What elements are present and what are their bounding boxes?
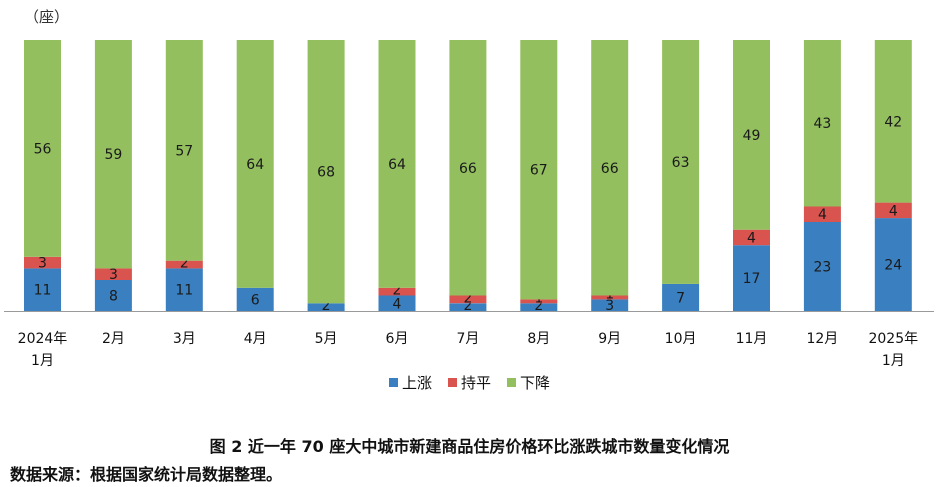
bar-segment-1-12	[874, 202, 912, 219]
data-label-2-4: 68	[317, 165, 335, 181]
x-tick-label-8: 9月	[598, 331, 621, 347]
bar-segment-0-2	[165, 268, 203, 311]
data-label-0-10: 17	[743, 271, 761, 287]
bars-layer: 1135683591125760642068426422662167316670…	[24, 40, 912, 314]
legend: 上涨 持平 下降	[389, 374, 550, 392]
data-label-1-5: 2	[393, 283, 402, 299]
bar-segment-2-5	[378, 40, 416, 288]
data-label-1-6: 2	[463, 290, 472, 306]
data-label-0-8: 3	[605, 298, 614, 314]
data-label-0-3: 6	[251, 292, 260, 308]
y-axis-label: （座）	[24, 8, 69, 26]
bar-segment-0-0	[24, 268, 61, 311]
data-label-0-5: 4	[393, 296, 402, 312]
data-label-2-10: 49	[743, 128, 761, 144]
data-label-2-12: 42	[884, 114, 902, 130]
x-tick-label-2: 3月	[173, 331, 196, 347]
bar-segment-0-6	[449, 303, 487, 311]
bar-segment-1-5	[378, 287, 416, 296]
bar-segment-0-9	[662, 283, 700, 311]
data-label-1-10: 4	[747, 230, 756, 246]
data-label-1-1: 3	[109, 267, 118, 283]
data-source: 数据来源：根据国家统计局数据整理。	[10, 465, 283, 484]
x-tick-labels: 2024年 1月 2月 3月 4月 5月 6月 7月 8月 9月 10月 11月 12月 2025年 1月	[18, 331, 918, 369]
figure-caption: 图 2 近一年 70 座大中城市新建商品住房价格环比涨跌城市数量变化情况	[209, 437, 730, 456]
data-label-0-12: 24	[884, 258, 902, 274]
bar-segment-2-3	[236, 40, 274, 288]
bar-segment-1-6	[449, 295, 487, 304]
bar-segment-2-1	[94, 40, 132, 269]
data-label-1-11: 4	[818, 207, 827, 223]
data-label-2-8: 66	[601, 161, 619, 177]
bar-segment-2-11	[803, 40, 841, 207]
bar-segment-2-12	[874, 40, 912, 203]
legend-swatch-2	[507, 378, 516, 387]
legend-label-0: 上涨	[402, 374, 432, 392]
data-label-0-11: 23	[813, 260, 831, 276]
x-tick-label-9: 10月	[665, 331, 697, 347]
x-tick-label-3: 4月	[244, 331, 267, 347]
data-label-0-0: 11	[34, 283, 52, 299]
bar-segment-1-2	[165, 260, 203, 269]
data-label-2-0: 56	[34, 141, 52, 157]
bar-segment-0-10	[733, 245, 770, 311]
data-label-2-5: 64	[388, 157, 406, 173]
legend-swatch-0	[389, 378, 398, 387]
bar-segment-1-1	[94, 268, 132, 280]
bar-segment-2-6	[449, 40, 487, 296]
data-label-2-9: 63	[672, 155, 690, 171]
bar-segment-2-0	[24, 40, 61, 257]
data-label-0-4: 2	[322, 298, 331, 314]
bar-segment-1-0	[24, 256, 61, 269]
data-label-0-2: 11	[175, 283, 193, 299]
x-tick-label-11: 12月	[806, 331, 838, 347]
data-label-1-12: 4	[889, 203, 898, 219]
bar-segment-0-7	[520, 303, 558, 311]
bar-segment-1-7	[520, 299, 558, 304]
bar-segment-0-11	[803, 222, 841, 311]
x-tick-label-10: 11月	[736, 331, 768, 347]
bar-segment-0-1	[94, 280, 132, 311]
bar-segment-2-8	[591, 40, 629, 296]
bar-segment-0-5	[378, 295, 416, 311]
legend-label-1: 持平	[461, 374, 491, 392]
data-label-2-1: 59	[104, 147, 122, 163]
bar-segment-1-11	[803, 206, 841, 222]
x-tick-label-0: 2024年 1月	[18, 331, 68, 369]
bar-segment-1-8	[591, 295, 629, 300]
data-label-2-6: 66	[459, 161, 477, 177]
data-label-2-11: 43	[813, 116, 831, 132]
bar-segment-0-4	[307, 303, 345, 311]
bar-segment-2-2	[165, 40, 203, 261]
x-tick-label-5: 6月	[386, 331, 409, 347]
data-label-0-7: 2	[534, 298, 543, 314]
bar-segment-0-8	[591, 299, 629, 311]
x-tick-label-1: 2月	[102, 331, 125, 347]
data-label-0-6: 2	[463, 298, 472, 314]
legend-label-2: 下降	[520, 374, 550, 392]
data-label-2-3: 64	[246, 157, 264, 173]
x-tick-label-12: 2025年 1月	[868, 331, 918, 369]
bar-segment-0-12	[874, 218, 912, 311]
data-label-2-7: 67	[530, 163, 548, 179]
legend-swatch-1	[448, 378, 457, 387]
data-label-0-9: 7	[676, 290, 685, 306]
data-label-1-2: 2	[180, 255, 189, 271]
stacked-bar-chart: （座） 113568359112576064206842642266216731…	[4, 8, 934, 392]
bar-segment-2-4	[307, 40, 345, 304]
x-tick-label-4: 5月	[315, 331, 338, 347]
bar-segment-2-9	[662, 40, 700, 284]
data-label-2-2: 57	[175, 143, 193, 159]
x-tick-label-6: 7月	[456, 331, 479, 347]
bar-segment-1-10	[733, 229, 770, 246]
bar-segment-2-7	[520, 40, 558, 300]
bar-segment-2-10	[733, 40, 770, 230]
data-label-0-1: 8	[109, 289, 118, 305]
bar-segment-0-3	[236, 287, 274, 311]
data-label-1-0: 3	[38, 255, 47, 271]
x-tick-label-7: 8月	[527, 331, 550, 347]
